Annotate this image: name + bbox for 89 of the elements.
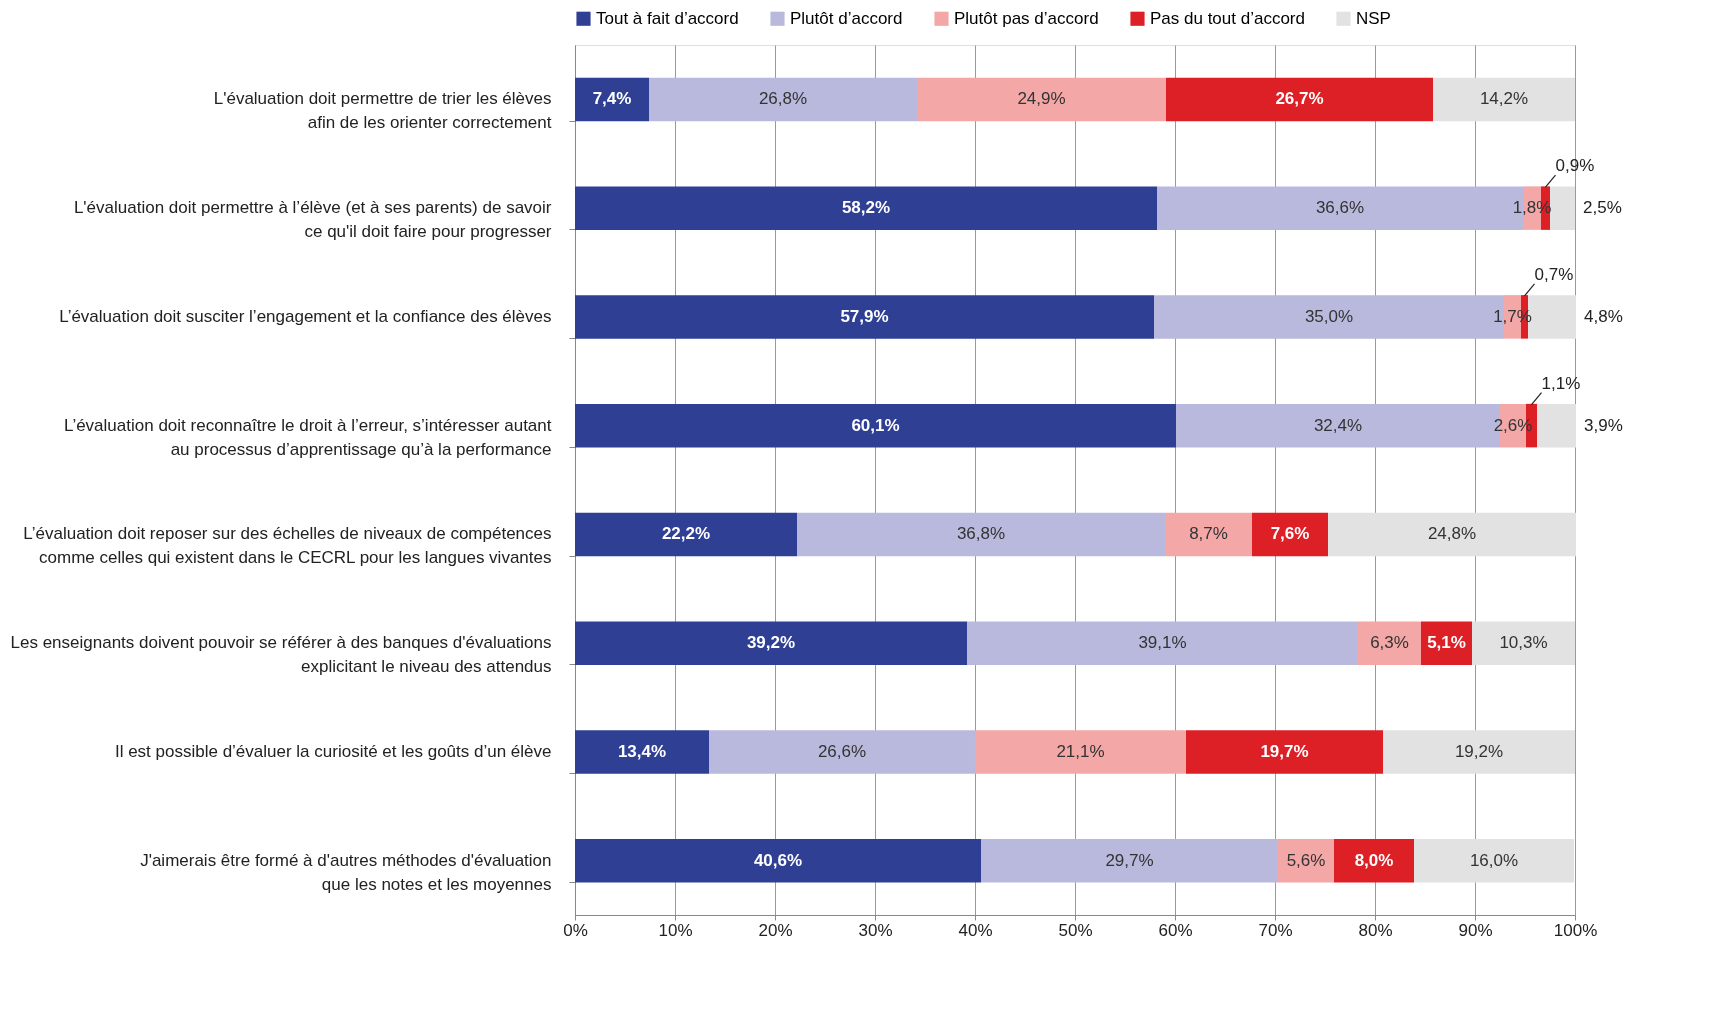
data-label: 19,7%: [1260, 741, 1309, 761]
y-tick-label: L’évaluation doit susciter l’engagement et la confiance des élèves: [59, 306, 552, 326]
bar: [1383, 730, 1575, 774]
data-label: 22,2%: [661, 524, 711, 544]
data-label: 4,8%: [1584, 306, 1623, 326]
legend-label: NSP: [1356, 8, 1391, 28]
y-tick-label: L’évaluation doit reconnaître le droit à l’erreur, s’intéresser autant au processus d’apprentissage qu’à la performance: [63, 415, 552, 459]
bar: [797, 512, 1165, 557]
data-label: 26,7%: [1275, 89, 1324, 109]
data-label: 1,1%: [1541, 373, 1581, 393]
x-tick-label: 30%: [858, 920, 893, 940]
bar: [1334, 838, 1414, 883]
bar: [1537, 403, 1576, 448]
bar: [649, 77, 917, 122]
data-label: 6,3%: [1370, 633, 1409, 653]
data-label: 24,9%: [1017, 89, 1066, 109]
y-tick-label: L'évaluation doit permettre de trier les élèves afin de les orienter correctement: [213, 89, 552, 133]
legend-label: Pas du tout d’accord: [1150, 8, 1305, 28]
x-tick-label: 40%: [958, 920, 993, 940]
data-label: 2,5%: [1583, 198, 1622, 218]
bar: [1165, 512, 1252, 557]
data-label: 35,0%: [1304, 306, 1354, 326]
bar: [917, 77, 1166, 122]
data-label: 8,7%: [1189, 524, 1228, 544]
data-label: 39,2%: [746, 633, 796, 653]
y-tick-label: L’évaluation doit reposer sur des échelles de niveaux de compétences comme celles qui existent dans le CECRL pour les langues vivantes: [23, 524, 552, 568]
bar: [575, 186, 1157, 230]
data-label: 16,0%: [1469, 850, 1519, 870]
bar: [1328, 512, 1576, 557]
data-label: 3,9%: [1584, 415, 1623, 435]
bar: [575, 403, 1176, 448]
bar: [1433, 77, 1575, 122]
y-tick-label: Il est possible d’évaluer la curiosité et les goûts d’un élève: [114, 741, 552, 761]
bar: [575, 77, 649, 122]
data-label: 26,6%: [817, 741, 867, 761]
bar: [575, 730, 709, 774]
data-label: 39,1%: [1138, 633, 1187, 653]
legend-label: Tout à fait d’accord: [596, 8, 739, 28]
data-label: 36,6%: [1315, 198, 1365, 218]
x-tick-label: 100%: [1553, 920, 1598, 940]
x-tick-label: 50%: [1058, 920, 1093, 940]
bar: [981, 838, 1278, 883]
x-tick-label: 90%: [1458, 920, 1493, 940]
bar: [1166, 77, 1433, 122]
data-label: 8,0%: [1354, 850, 1394, 870]
x-tick-label: 80%: [1358, 920, 1393, 940]
data-label: 40,6%: [753, 850, 803, 870]
bar: [709, 730, 975, 774]
data-label: 14,2%: [1479, 89, 1529, 109]
bar: [1186, 730, 1383, 774]
bar: [1252, 512, 1328, 557]
y-tick-label: J'aimerais être formé à d'autres méthodes d'évaluation que les notes et les moyennes: [140, 850, 552, 894]
data-label: 13,4%: [617, 741, 667, 761]
data-label: 60,1%: [851, 415, 900, 435]
data-label: 19,2%: [1454, 741, 1504, 761]
bar: [1472, 621, 1575, 665]
x-tick-label: 20%: [758, 920, 793, 940]
data-label: 7,4%: [592, 89, 632, 109]
data-label: 29,7%: [1105, 850, 1154, 870]
data-label: 5,6%: [1286, 850, 1326, 870]
data-label: 58,2%: [841, 198, 891, 218]
bar: [967, 621, 1358, 665]
x-tick-label: 0%: [563, 920, 588, 940]
x-tick-label: 70%: [1258, 920, 1293, 940]
data-label: 5,1%: [1427, 633, 1466, 653]
data-label: 7,6%: [1270, 524, 1310, 544]
bar: [975, 730, 1186, 774]
legend-label: Plutôt d’accord: [790, 8, 903, 28]
data-label: 32,4%: [1313, 415, 1363, 435]
data-label: 0,9%: [1555, 156, 1595, 176]
bar: [1414, 838, 1574, 883]
y-tick-label: L'évaluation doit permettre à l’élève (et à ses parents) de savoir ce qu'il doit faire pour progresser: [73, 198, 552, 242]
y-tick-label: Les enseignants doivent pouvoir se référer à des banques d'évaluations explicitant le niveau des attendus: [10, 633, 552, 677]
bar: [1358, 621, 1421, 665]
x-tick-label: 60%: [1158, 920, 1193, 940]
bar: [575, 621, 967, 665]
data-label: 36,8%: [956, 524, 1006, 544]
data-label: 21,1%: [1056, 741, 1105, 761]
data-label: 57,9%: [840, 306, 889, 326]
bar: [575, 838, 981, 883]
data-label: 10,3%: [1499, 633, 1548, 653]
bar: [575, 512, 797, 557]
data-label: 0,7%: [1534, 264, 1574, 284]
bar: [575, 295, 1154, 339]
data-label: 24,8%: [1427, 524, 1477, 544]
data-label: 26,8%: [758, 89, 808, 109]
bar: [1550, 186, 1575, 230]
x-tick-label: 10%: [658, 920, 693, 940]
legend-label: Plutôt pas d’accord: [954, 8, 1099, 28]
